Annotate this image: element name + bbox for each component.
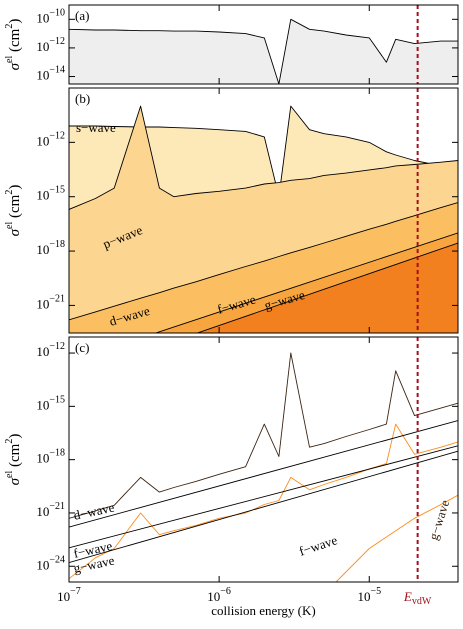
- series-line: [335, 494, 458, 582]
- y-label-part: ): [7, 185, 23, 190]
- tick-exp: −6: [220, 586, 231, 597]
- series-line: [69, 352, 458, 519]
- series-label: s−wave: [76, 120, 116, 135]
- y-label-part: ): [7, 19, 23, 24]
- series-line: [69, 420, 458, 528]
- vdw-sub: vdW: [412, 596, 432, 607]
- tick-exp: −12: [49, 36, 65, 47]
- y-tick-label: 10−14: [36, 65, 65, 83]
- y-axis-label: σel (cm2): [4, 19, 23, 71]
- y-label-part: (cm: [7, 28, 23, 55]
- frame: [68, 336, 459, 583]
- plot-area: [69, 105, 458, 333]
- y-tick-label: 10−18: [36, 448, 65, 466]
- y-tick-label: 10−21: [36, 501, 65, 519]
- panel-label: (a): [75, 8, 89, 23]
- series-line: [69, 18, 458, 84]
- tick-base: 10: [36, 451, 49, 466]
- tick-base: 10: [36, 39, 49, 54]
- plot-area: [69, 18, 458, 84]
- y-label-part: (cm: [7, 194, 23, 221]
- y-label-part: el: [4, 222, 15, 229]
- frame: [68, 4, 459, 85]
- series-line: [69, 450, 458, 564]
- tick-exp: −15: [49, 185, 65, 196]
- y-label-part: σ: [7, 228, 23, 236]
- series-line: [195, 242, 458, 333]
- y-label-part: el: [4, 471, 15, 478]
- tick-exp: −7: [70, 586, 81, 597]
- series-label: d−wave: [72, 500, 116, 523]
- tick-base: 10: [36, 133, 49, 148]
- y-tick-label: 10−10: [36, 8, 65, 26]
- tick-base: 10: [36, 504, 49, 519]
- y-tick-label: 10−24: [36, 555, 65, 573]
- x-tick-label: 10−7: [57, 586, 81, 604]
- series-line: [69, 423, 458, 580]
- series-line: [69, 202, 458, 321]
- y-label-part: (cm: [7, 443, 23, 470]
- x-tick-label: 10−6: [207, 586, 231, 604]
- tick-base: 10: [207, 589, 220, 604]
- tick-exp: −18: [49, 239, 65, 250]
- tick-base: 10: [36, 10, 49, 25]
- plot-area: [69, 352, 458, 582]
- frame: [68, 87, 459, 334]
- series-line: [69, 105, 458, 210]
- tick-base: 10: [36, 344, 49, 359]
- tick-base: 10: [36, 296, 49, 311]
- panel-label: (b): [75, 91, 90, 106]
- y-label-part: σ: [7, 62, 23, 70]
- tick-exp: −12: [49, 341, 65, 352]
- tick-exp: −14: [49, 65, 65, 76]
- tick-base: 10: [36, 397, 49, 412]
- vdw-symbol: E: [403, 589, 412, 604]
- series-label: g−wave: [425, 498, 452, 542]
- y-tick-label: 10−18: [36, 239, 65, 257]
- tick-exp: −24: [49, 555, 65, 566]
- panel-label: (c): [75, 340, 89, 355]
- tick-exp: −18: [49, 448, 65, 459]
- y-label-part: 2: [4, 439, 15, 444]
- x-tick-label: 10−5: [357, 586, 381, 604]
- tick-base: 10: [36, 188, 49, 203]
- area: [69, 19, 458, 84]
- y-axis-label: σel (cm2): [4, 434, 23, 486]
- y-axis-label: σel (cm2): [4, 185, 23, 237]
- tick-base: 10: [36, 242, 49, 257]
- series-line: [69, 445, 458, 549]
- y-tick-label: 10−15: [36, 185, 65, 203]
- tick-base: 10: [36, 68, 49, 83]
- y-label-part: σ: [7, 477, 23, 485]
- vdw-label: EvdW: [403, 589, 432, 607]
- y-label-part: 2: [4, 24, 15, 29]
- tick-base: 10: [36, 557, 49, 572]
- series-line: [154, 232, 458, 333]
- x-axis-label: collision energy (K): [211, 603, 315, 618]
- y-label-part: ): [7, 434, 23, 439]
- tick-exp: −15: [49, 395, 65, 406]
- y-label-part: el: [4, 56, 15, 63]
- y-tick-label: 10−15: [36, 395, 65, 413]
- y-tick-label: 10−12: [36, 36, 65, 54]
- y-tick-label: 10−12: [36, 131, 65, 149]
- y-tick-label: 10−21: [36, 294, 65, 312]
- annotation: f−wave: [297, 532, 339, 558]
- tick-exp: −10: [49, 8, 65, 19]
- tick-base: 10: [357, 589, 370, 604]
- area: [195, 243, 458, 333]
- tick-exp: −21: [49, 501, 65, 512]
- tick-base: 10: [57, 589, 70, 604]
- tick-exp: −21: [49, 294, 65, 305]
- y-label-part: 2: [4, 190, 15, 195]
- tick-exp: −12: [49, 131, 65, 142]
- y-tick-label: 10−12: [36, 341, 65, 359]
- tick-exp: −5: [370, 586, 381, 597]
